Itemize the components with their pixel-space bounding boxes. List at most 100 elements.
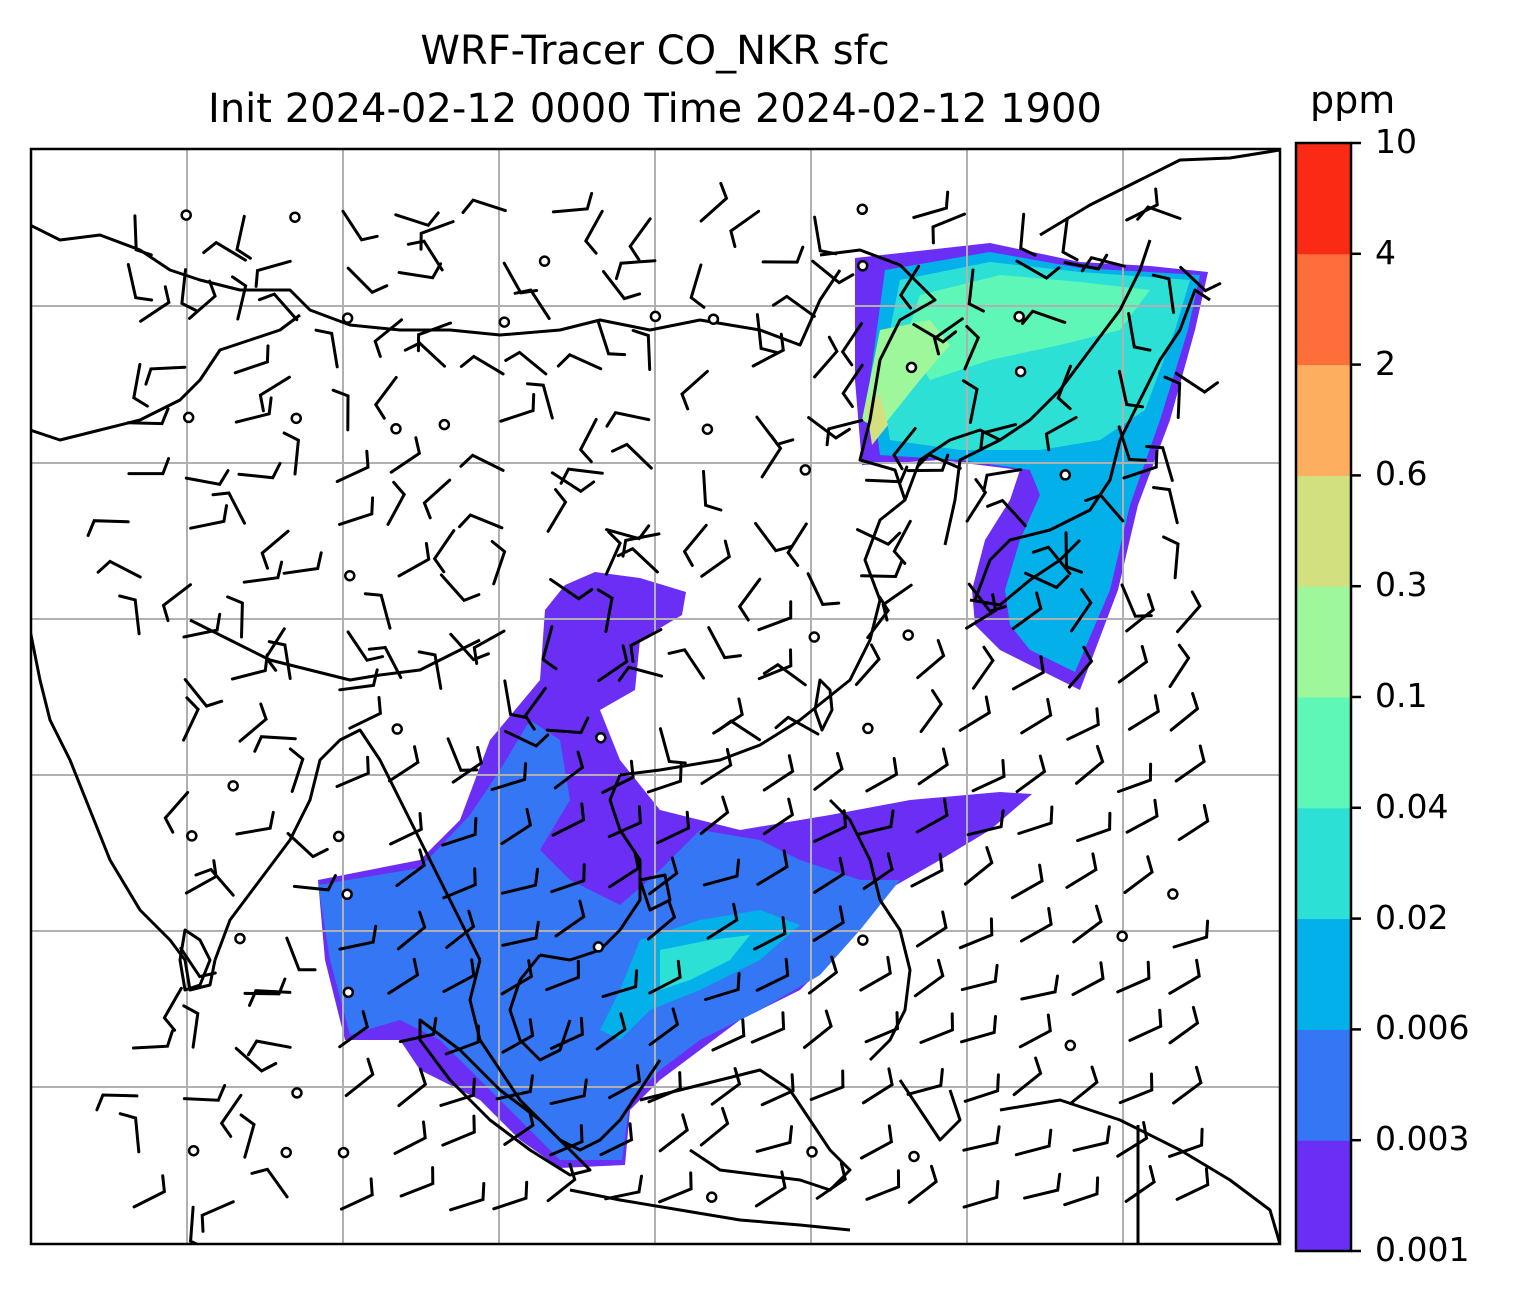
wind-barb xyxy=(1174,744,1206,783)
wind-barb xyxy=(702,858,741,887)
colorbar-segment xyxy=(1296,918,1351,1030)
wind-barb xyxy=(162,986,183,1032)
wind-barb xyxy=(250,1167,289,1199)
wind-barb xyxy=(393,1120,427,1155)
wind-barb xyxy=(762,662,807,687)
wind-barb xyxy=(865,1169,901,1201)
border-himalaya xyxy=(189,618,481,682)
wind-barb xyxy=(1152,486,1179,525)
map-area xyxy=(31,149,1280,1244)
wind-barb xyxy=(1123,855,1154,894)
wind-barb xyxy=(807,416,851,440)
wind-barb xyxy=(599,1122,634,1157)
wind-barb xyxy=(132,1029,174,1050)
wind-barb xyxy=(161,583,192,623)
wind-barb xyxy=(338,668,379,692)
wind-barb xyxy=(915,798,949,834)
colorbar-segment xyxy=(1296,253,1351,366)
wind-barb xyxy=(699,1106,730,1147)
wind-barb xyxy=(1125,593,1156,633)
wind-barb xyxy=(501,1018,535,1054)
calm-circle xyxy=(291,1087,303,1099)
wind-barb xyxy=(1125,798,1159,834)
wind-barb xyxy=(931,212,966,245)
wind-barb xyxy=(282,551,323,575)
wind-barb xyxy=(490,540,507,586)
wind-barb xyxy=(865,465,909,484)
wind-barb xyxy=(230,653,269,681)
wind-barb xyxy=(1168,1006,1200,1045)
wind-barb xyxy=(958,695,991,732)
calm-circle xyxy=(705,1191,718,1203)
wind-barb xyxy=(648,959,682,995)
wind-barb xyxy=(1136,205,1182,221)
wind-barb xyxy=(605,411,651,428)
wind-barb xyxy=(335,755,370,788)
wind-barb xyxy=(700,539,732,578)
border-china-west xyxy=(31,313,301,442)
wind-barb xyxy=(707,626,742,660)
wind-barb xyxy=(812,905,845,942)
wind-barb xyxy=(597,644,629,683)
wind-barb xyxy=(646,763,683,794)
wind-barb xyxy=(416,321,452,353)
wind-barb xyxy=(239,1113,256,1159)
wind-barb xyxy=(755,957,790,992)
wind-barb xyxy=(1084,493,1125,523)
wind-barb xyxy=(1061,216,1079,262)
wind-barb xyxy=(504,350,548,376)
wind-barb xyxy=(234,396,273,424)
wind-barb xyxy=(915,910,948,948)
wind-barb xyxy=(95,1093,139,1112)
wind-barb xyxy=(737,577,762,622)
wind-barb xyxy=(682,523,708,567)
wind-barb xyxy=(549,1124,584,1157)
wind-barb xyxy=(825,418,864,447)
wind-barb xyxy=(658,727,687,765)
wind-barb xyxy=(406,239,444,272)
wind-barb xyxy=(712,697,744,735)
wind-barb xyxy=(184,469,230,486)
wind-barb xyxy=(621,532,661,558)
coast-india-west xyxy=(31,629,217,992)
wind-barb xyxy=(346,266,389,295)
wind-barb xyxy=(919,689,944,733)
se-plume-teal xyxy=(660,935,750,990)
wind-barb xyxy=(182,1004,200,1049)
calm-circle xyxy=(332,830,345,843)
wind-barb xyxy=(1120,583,1153,618)
wind-barb xyxy=(1011,655,1045,691)
wind-barb xyxy=(331,388,350,432)
colorbar-segment xyxy=(1296,1140,1351,1252)
wind-barb xyxy=(1067,645,1094,689)
wind-barb xyxy=(523,686,547,731)
wind-barb xyxy=(961,379,979,424)
wind-barb xyxy=(755,1125,793,1153)
wind-barb xyxy=(182,612,222,639)
colorbar-segment xyxy=(1296,143,1351,255)
wind-barb xyxy=(771,294,816,318)
calm-circle xyxy=(862,722,874,735)
wind-barb xyxy=(1168,643,1191,688)
wind-barb xyxy=(541,625,558,671)
wind-barb xyxy=(444,1024,480,1056)
wind-barb xyxy=(246,1039,292,1057)
wind-barb xyxy=(1031,545,1072,576)
calm-circle xyxy=(337,1146,350,1159)
wind-barb xyxy=(472,629,506,665)
wind-barb xyxy=(490,762,528,791)
calm-circle xyxy=(182,411,195,424)
wind-barb xyxy=(1125,187,1159,222)
wind-barb xyxy=(753,916,787,951)
wind-barb xyxy=(648,1007,680,1047)
colorbar-tick-label: 4 xyxy=(1375,232,1396,272)
wind-barb xyxy=(967,582,1007,613)
ne-plume-hot xyxy=(862,320,950,430)
wind-barb xyxy=(963,846,994,886)
wind-barb xyxy=(1080,255,1126,273)
wind-barb xyxy=(126,263,154,302)
wind-barb xyxy=(756,849,789,886)
wind-barb xyxy=(243,977,287,996)
colorbar-tick-label: 0.003 xyxy=(1375,1119,1470,1159)
calm-circle xyxy=(701,423,714,435)
